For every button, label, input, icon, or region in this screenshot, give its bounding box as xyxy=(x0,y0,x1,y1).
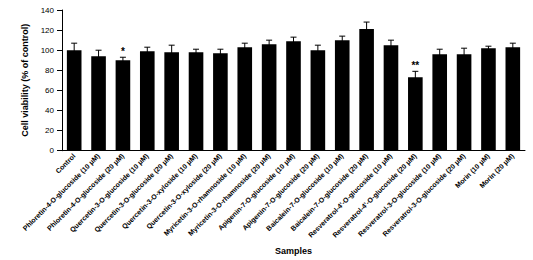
svg-text:Baicalein-7-O-glucoside (20 μM: Baicalein-7-O-glucoside (20 μM) xyxy=(289,152,370,233)
svg-text:60: 60 xyxy=(45,86,54,95)
svg-text:Myricetin-3-O-rhamnoside (20 μ: Myricetin-3-O-rhamnoside (20 μM) xyxy=(187,152,273,238)
svg-text:Apigenin-7-O-glucoside (10 μM): Apigenin-7-O-glucoside (10 μM) xyxy=(216,152,296,232)
svg-text:Phloretin-4-O-glucoside (10 μM: Phloretin-4-O-glucoside (10 μM) xyxy=(21,152,101,232)
svg-text:Cell viability (% of control): Cell viability (% of control) xyxy=(20,24,30,137)
svg-text:Baicalein-7-O-glucoside (10 μM: Baicalein-7-O-glucoside (10 μM) xyxy=(264,152,345,233)
svg-text:Resveratrol-4'-O-glucoside (10: Resveratrol-4'-O-glucoside (10 μM) xyxy=(307,152,394,239)
svg-text:Control: Control xyxy=(54,152,77,175)
svg-text:Apigenin-7-O-glucoside (20 μM): Apigenin-7-O-glucoside (20 μM) xyxy=(241,152,321,232)
svg-text:40: 40 xyxy=(45,106,54,115)
svg-text:Resveratrol-3-O-glucoside (20: Resveratrol-3-O-glucoside (20 μM) xyxy=(381,152,467,238)
svg-text:20: 20 xyxy=(45,126,54,135)
svg-text:**: ** xyxy=(411,60,419,71)
svg-text:Resveratrol-4'-O-glucoside (20: Resveratrol-4'-O-glucoside (20 μM) xyxy=(331,152,418,239)
svg-text:Resveratrol-3-O-glucoside (10: Resveratrol-3-O-glucoside (10 μM) xyxy=(357,152,443,238)
svg-text:*: * xyxy=(121,46,125,57)
svg-text:Quercetin-3-O-xyloside (20 μM): Quercetin-3-O-xyloside (20 μM) xyxy=(144,152,223,231)
svg-text:Quercetin-3-O-xyloside (10 μM): Quercetin-3-O-xyloside (10 μM) xyxy=(120,152,199,231)
svg-text:Quercetin-3-O-glucoside (10 μM: Quercetin-3-O-glucoside (10 μM) xyxy=(69,152,151,234)
svg-text:120: 120 xyxy=(41,26,55,35)
svg-text:Samples: Samples xyxy=(275,246,312,256)
svg-text:Quercetin-3-O-glucoside (20 μM: Quercetin-3-O-glucoside (20 μM) xyxy=(93,152,175,234)
svg-text:Morin (20 μM): Morin (20 μM) xyxy=(478,152,516,190)
svg-text:0: 0 xyxy=(50,146,55,155)
svg-text:100: 100 xyxy=(41,46,55,55)
svg-text:140: 140 xyxy=(41,6,55,15)
svg-text:80: 80 xyxy=(45,66,54,75)
svg-text:Phloretin-4-O-glucoside (20 μM: Phloretin-4-O-glucoside (20 μM) xyxy=(45,152,126,232)
svg-text:Morin (10 μM): Morin (10 μM) xyxy=(453,152,491,190)
svg-text:Myricetin-3-O-rhamnoside (10 μ: Myricetin-3-O-rhamnoside (10 μM) xyxy=(162,152,248,238)
